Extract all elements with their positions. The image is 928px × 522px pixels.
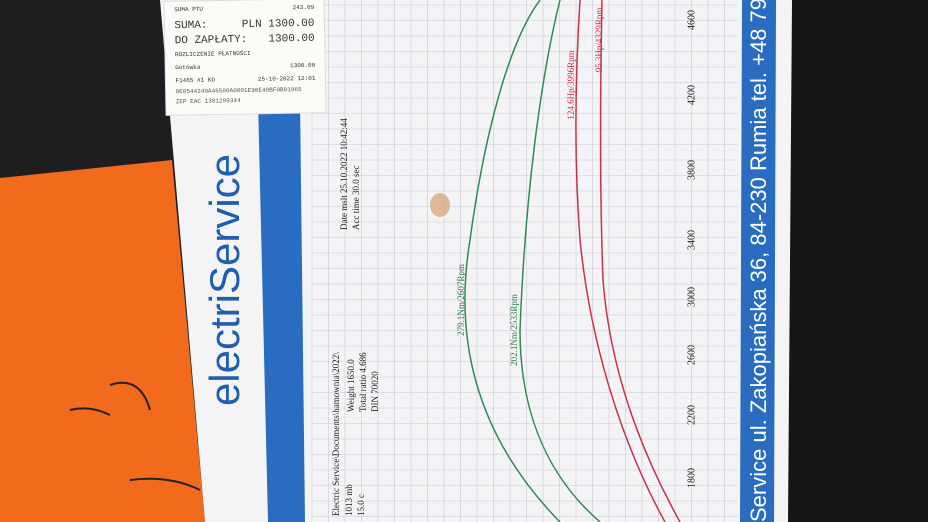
curve-label: 202.1Nm/2533Rpm: [509, 294, 519, 366]
rpm-tick: 2600: [686, 345, 697, 365]
temperature: 15.0 c: [356, 494, 366, 516]
receipt-label: ROZLICZENIE PŁATNOŚCI: [175, 50, 251, 58]
receipt-value: 1300.00: [268, 33, 314, 46]
rpm-tick: 3800: [686, 160, 697, 180]
curves: [464, 0, 681, 522]
printout-sheet: [160, 0, 792, 522]
date: Date mslt 25.10.2022 10:42:44: [339, 118, 349, 230]
footer-stripe: [740, 0, 776, 522]
receipt-lines: SUMA PTU 243.09 SUMA: PLN 1300.00 DO ZAPŁATY…: [174, 4, 316, 84]
weight: Weight 1650.0: [346, 359, 356, 412]
footer: Service ul. Zakopiańska 36, 84-230 Rumia…: [746, 0, 771, 522]
ratio: Total ratio 4.686: [358, 352, 368, 412]
seat-fabric: [780, 0, 928, 522]
curve-label: 124.6Hp/3996Rpm: [566, 50, 576, 119]
receipt-value: 25-10-2022 12:01: [258, 75, 316, 83]
orange-paper: [0, 160, 205, 522]
power-curve: [599, 0, 681, 522]
receipt-value: 243.09: [293, 4, 315, 11]
receipt-label: DO ZAPŁATY:: [175, 34, 248, 47]
torque-curve: [464, 0, 561, 522]
receipt-label: SUMA:: [174, 20, 207, 33]
rpm-tick: 4200: [686, 85, 697, 105]
blue-stripe: [258, 100, 305, 522]
rpm-tick: 1800: [686, 468, 697, 488]
receipt-footer: ZEP EAC 1301209344: [176, 97, 241, 105]
file-path: Electric Service\Documents\hamownia\2022…: [331, 352, 341, 516]
pressure: 1013 mb: [344, 484, 354, 516]
receipt-code: 0E0544240A46500A0001E90E40BF0B01965: [176, 86, 303, 95]
receipt-value: PLN 1300.00: [242, 18, 315, 31]
norm: DIN 70020: [370, 371, 380, 412]
printout-text: Electric Service\Documents\hamownia\2022…: [331, 0, 771, 522]
power-curve: [575, 0, 666, 522]
curve-label: 95.3Hp/4329Rpm: [594, 8, 604, 73]
receipt-value: 1300.00: [290, 62, 316, 69]
torque-curve: [519, 0, 601, 522]
receipt-paper: [163, 0, 327, 116]
curve-label: 279.1Nm/2607Rpm: [456, 264, 466, 336]
handwriting: [69, 381, 201, 491]
rpm-tick: 2200: [686, 405, 697, 425]
receipt-label: Gotówka: [175, 64, 201, 71]
receipt: SUMA PTU 243.09 SUMA: PLN 1300.00 DO ZAPŁATY…: [163, 0, 327, 116]
rpm-tick: 3400: [686, 230, 697, 250]
receipt-label: F1465 #1 KO: [175, 77, 215, 85]
rpm-tick: 4600: [686, 10, 697, 30]
receipt-label: SUMA PTU: [174, 6, 203, 14]
stain: [430, 193, 450, 217]
logo: electriService: [201, 154, 248, 406]
rpm-tick: 3000: [686, 287, 697, 307]
acc-time: Acc time 30.0 sec: [351, 166, 361, 230]
